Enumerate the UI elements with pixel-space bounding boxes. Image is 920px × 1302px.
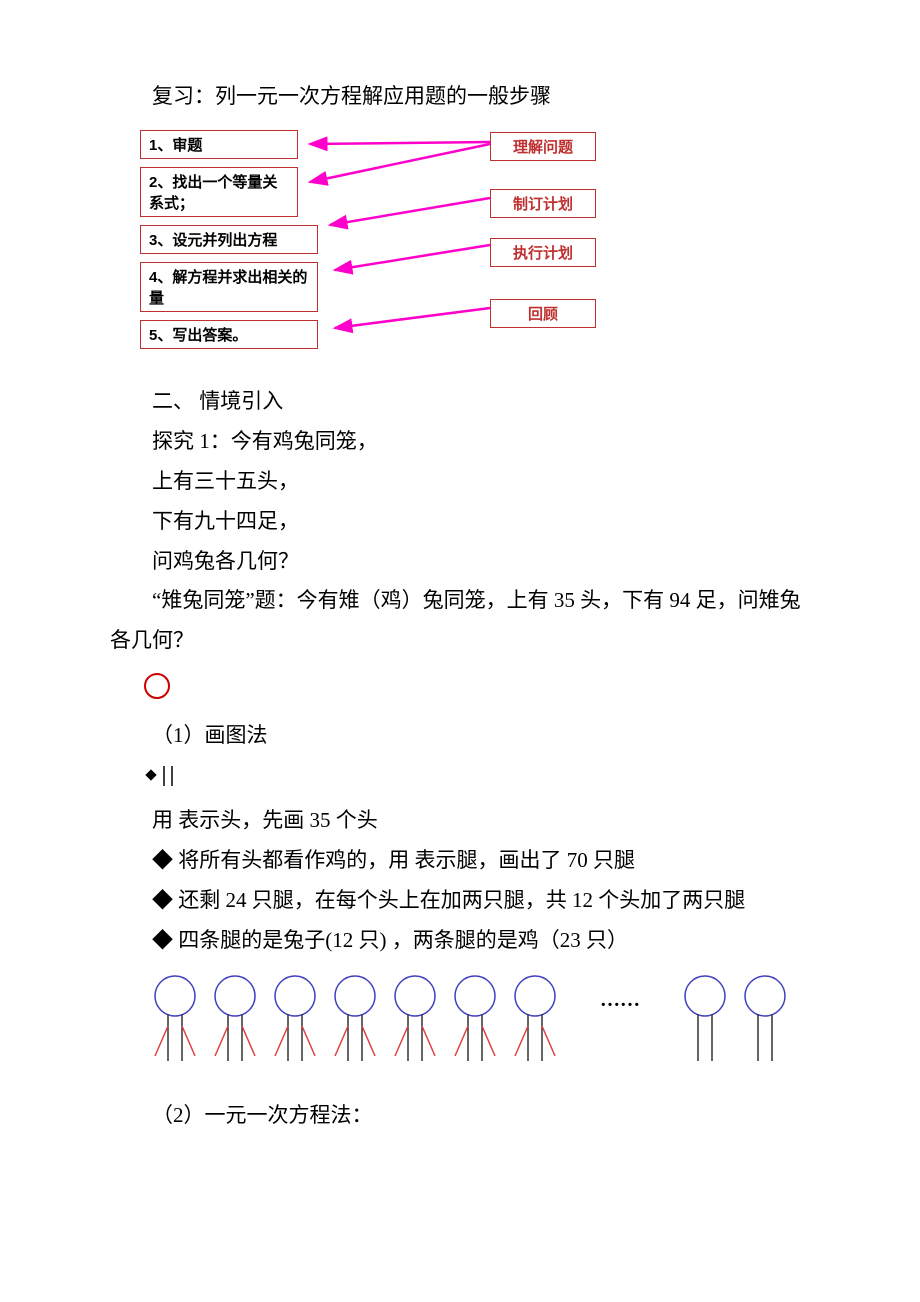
step-box-3: 3、设元并列出方程 [140,225,318,254]
phase-box-2: 制订计划 [490,189,596,218]
diamond-legs-icon [142,761,810,796]
step-box-4: 4、解方程并求出相关的量 [140,262,318,312]
probe-1: 探究 1：今有鸡兔同笼， [110,422,810,462]
section-2-heading: 二、 情境引入 [110,382,810,422]
poem-line-2: 下有九十四足， [110,502,810,542]
chicken-group [685,976,785,1061]
step-box-5: 5、写出答案。 [140,320,318,349]
left-steps-column: 1、审题 2、找出一个等量关系式； 3、设元并列出方程 4、解方程并求出相关的量… [140,130,318,357]
method-2-heading: （2）一元一次方程法： [110,1096,810,1136]
phase-box-4: 回顾 [490,299,596,328]
method-1-bullet-2: ◆ 还剩 24 只腿，在每个头上在加两只腿，共 12 个头加了两只腿 [110,881,810,921]
red-circle-icon [142,671,810,706]
ellipsis-text: …… [600,989,640,1011]
steps-diagram: 1、审题 2、找出一个等量关系式； 3、设元并列出方程 4、解方程并求出相关的量… [140,130,810,357]
heads-legs-diagram: …… [140,971,780,1076]
rabbit-group [155,976,555,1061]
phase-box-3: 执行计划 [490,238,596,267]
quote-text: “雉兔同笼”题：今有雉（鸡）兔同笼，上有 35 头，下有 94 足，问雉兔各几何… [110,581,810,661]
poem-line-1: 上有三十五头， [110,462,810,502]
method-1-bullet-3: ◆ 四条腿的是兔子(12 只) ，两条腿的是鸡（23 只） [110,921,810,961]
review-title: 复习：列一元一次方程解应用题的一般步骤 [110,80,810,110]
right-phases-column: 理解问题 制订计划 执行计划 回顾 [490,130,596,328]
step-box-2: 2、找出一个等量关系式； [140,167,298,217]
poem-line-3: 问鸡兔各几何？ [110,542,810,582]
method-1-bullet-1: ◆ 将所有头都看作鸡的，用 表示腿，画出了 70 只腿 [110,841,810,881]
method-1-line-1: 用 表示头，先画 35 个头 [110,801,810,841]
phase-box-1: 理解问题 [490,132,596,161]
step-box-1: 1、审题 [140,130,298,159]
method-1-heading: （1）画图法 [110,716,810,756]
